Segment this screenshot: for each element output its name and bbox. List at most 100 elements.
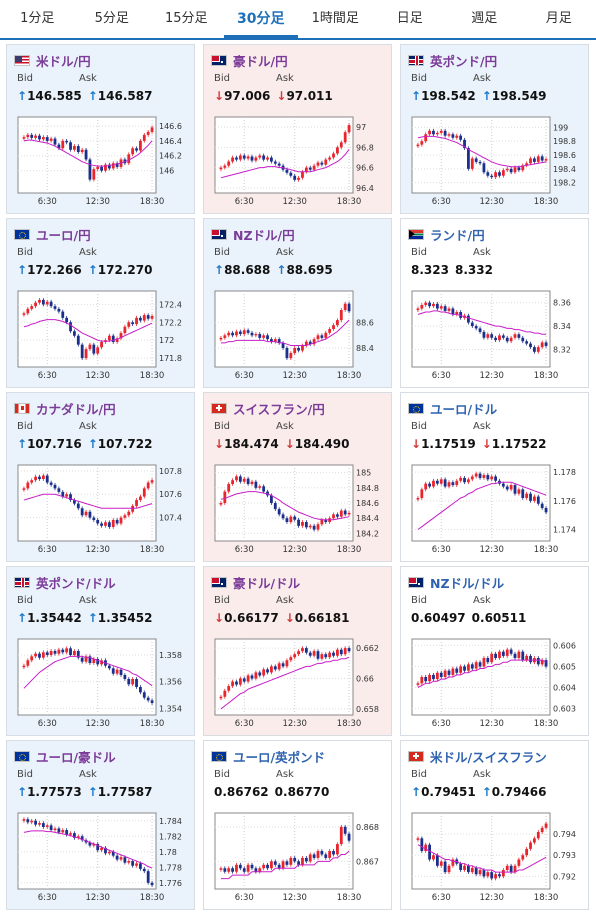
candle-body [235,864,238,872]
arrow-up-icon: ↑ [17,437,28,451]
rate-card[interactable]: NZドル/ドル Bid Ask 0.60497 0.60511 6:30 12:30 18:3… [400,566,589,736]
candle-body [219,868,223,870]
candle-body [250,156,254,161]
rate-card[interactable]: カナダドル/円 Bid Ask ↑107.716 ↑107.722 6:30 12:30 18… [6,392,195,562]
candle-body [242,478,246,482]
rate-card[interactable]: 豪ドル/円 Bid Ask ↓97.006 ↓97.011 6:30 12:30 18:30 9… [203,44,392,214]
candle-body [231,868,234,872]
rate-card[interactable]: 英ポンド/ドル Bid Ask ↑1.35442 ↑1.35452 6:30 12:30 18… [6,566,195,736]
x-tick-label: 6:30 [235,545,254,555]
ask-label: Ask [276,421,294,432]
currency-pair-link[interactable]: ユーロ/英ポンド [233,749,326,765]
y-tick-label: 96.6 [356,164,374,173]
candle-body [529,493,532,501]
candle-body [498,651,501,658]
candle-body [320,654,324,659]
mini-chart[interactable]: 6:30 12:30 18:30 0.868 0.867 [213,811,385,903]
currency-pair-link[interactable]: 豪ドル/円 [233,53,288,69]
mini-chart[interactable]: 6:30 12:30 18:30 107.8 107.6 107.4 [16,463,188,555]
currency-pair-link[interactable]: ユーロ/豪ドル [36,749,116,765]
currency-pair-link[interactable]: NZドル/ドル [430,575,505,591]
candle-body [432,674,435,680]
mini-chart[interactable]: 6:30 12:30 18:30 185 184.8 184.6 184.4 184.2 [213,463,385,555]
candle-body [312,339,316,345]
tab-6[interactable]: 週足 [471,11,498,26]
candle-body [273,161,277,164]
rate-card[interactable]: スイスフラン/円 Bid Ask ↓184.474 ↓184.490 6:30 12:30 1… [203,392,392,562]
mini-chart[interactable]: 6:30 12:30 18:30 0.662 0.66 0.658 [213,637,385,729]
mini-chart[interactable]: 6:30 12:30 18:30 97 96.8 96.6 96.4 [213,115,385,207]
rate-card[interactable]: 米ドル/スイスフラン Bid Ask ↑0.79451 ↑0.79466 6:30 12:3… [400,740,589,910]
currency-pair-link[interactable]: NZドル/円 [233,227,295,243]
x-tick-label: 6:30 [432,545,451,555]
candle-body [270,495,273,503]
mini-chart[interactable]: 6:30 12:30 18:30 199 198.8 198.6 198.4 198.2 [410,115,582,207]
candle-body [482,658,486,667]
candle-body [293,175,297,180]
candle-body [119,669,123,675]
currency-pair-link[interactable]: カナダドル/円 [36,401,116,417]
currency-pair-link[interactable]: 米ドル/スイスフラン [430,749,547,765]
x-tick-label: 6:30 [38,197,57,207]
candle-body [246,864,250,872]
tab-4[interactable]: 1時間足 [311,11,359,26]
timeframe-tabs: 1分足 5分足 15分足 30分足 1時間足 日足 週足 月足 [0,0,596,40]
x-tick-label: 12:30 [282,545,307,555]
tab-1[interactable]: 5分足 [94,11,129,26]
candle-body [254,868,258,872]
candle-body [100,341,103,348]
currency-pair-link[interactable]: 米ドル/円 [36,53,91,69]
moving-average-line [23,830,153,869]
candle-body [505,168,509,171]
currency-pair-link[interactable]: ランド/円 [430,227,485,243]
candle-body [49,301,53,307]
rate-card[interactable]: ランド/円 Bid Ask 8.323 8.332 6:30 12:30 18:30 8.36 8… [400,218,589,388]
price-row: 0.86762 0.86770 [214,785,329,799]
candle-body [474,473,478,477]
candlestick-chart: 6:30 12:30 18:30 88.6 88.4 [214,290,374,381]
mini-chart[interactable]: 6:30 12:30 18:30 1.178 1.176 1.174 [410,463,582,555]
candle-body [22,313,26,315]
candle-body [53,484,57,489]
mini-chart[interactable]: 6:30 12:30 18:30 8.36 8.34 8.32 [410,289,582,381]
rate-card[interactable]: 豪ドル/ドル Bid Ask ↓0.66177 ↓0.66181 6:30 12:30 18:… [203,566,392,736]
candle-body [281,861,285,869]
tab-5[interactable]: 日足 [396,11,423,26]
tab-7[interactable]: 月足 [545,11,572,26]
candle-body [482,331,486,338]
candle-body [22,819,26,821]
rate-card[interactable]: ユーロ/円 Bid Ask ↑172.266 ↑172.270 6:30 12:30 18:3… [6,218,195,388]
rate-card[interactable]: ユーロ/豪ドル Bid Ask ↑1.77573 ↑1.77587 6:30 12:30 18… [6,740,195,910]
arrow-down-icon: ↓ [411,437,422,451]
x-tick-label: 18:30 [534,719,559,729]
mini-chart[interactable]: 6:30 12:30 18:30 146.6 146.4 146.2 146 [16,115,188,207]
mini-chart[interactable]: 6:30 12:30 18:30 0.794 0.793 0.792 [410,811,582,903]
currency-pair-link[interactable]: 英ポンド/ドル [36,575,116,591]
rate-card[interactable]: ユーロ/ドル Bid Ask ↓1.17519 ↓1.17522 6:30 12:30 18:… [400,392,589,562]
candle-body [96,347,100,354]
currency-pair-link[interactable]: スイスフラン/円 [233,401,325,417]
candle-body [517,489,521,494]
rate-card[interactable]: 英ポンド/円 Bid Ask ↑198.542 ↑198.549 6:30 12:30 18:… [400,44,589,214]
candle-body [505,865,509,870]
moving-average-line [220,850,350,880]
mini-chart[interactable]: 6:30 12:30 18:30 88.6 88.4 [213,289,385,381]
mini-chart[interactable]: 6:30 12:30 18:30 0.606 0.605 0.604 0.603 [410,637,582,729]
mini-chart[interactable]: 6:30 12:30 18:30 172.4 172.2 172 171.8 [16,289,188,381]
candle-body [301,857,304,865]
currency-pair-link[interactable]: ユーロ/円 [36,227,91,243]
tab-3[interactable]: 30分足 [223,0,298,38]
mini-chart[interactable]: 6:30 12:30 18:30 1.358 1.356 1.354 [16,637,188,729]
candle-body [223,491,227,503]
currency-pair-link[interactable]: 豪ドル/ドル [233,575,301,591]
tab-2[interactable]: 15分足 [164,11,208,26]
rate-card[interactable]: 米ドル/円 Bid Ask ↑146.585 ↑146.587 6:30 12:30 18:3… [6,44,195,214]
mini-chart[interactable]: 6:30 12:30 18:30 1.784 1.782 1.78 1.778 1.776 [16,811,188,903]
currency-pair-link[interactable]: ユーロ/ドル [430,401,498,417]
candle-body [482,475,486,478]
currency-pair-link[interactable]: 英ポンド/円 [430,53,498,69]
candle-body [57,308,61,312]
rate-card[interactable]: NZドル/円 Bid Ask ↑88.688 ↑88.695 6:30 12:30 18:30… [203,218,392,388]
rate-card[interactable]: ユーロ/英ポンド Bid Ask 0.86762 0.86770 6:30 12:30 18:… [203,740,392,910]
tab-0[interactable]: 1分足 [20,11,55,26]
